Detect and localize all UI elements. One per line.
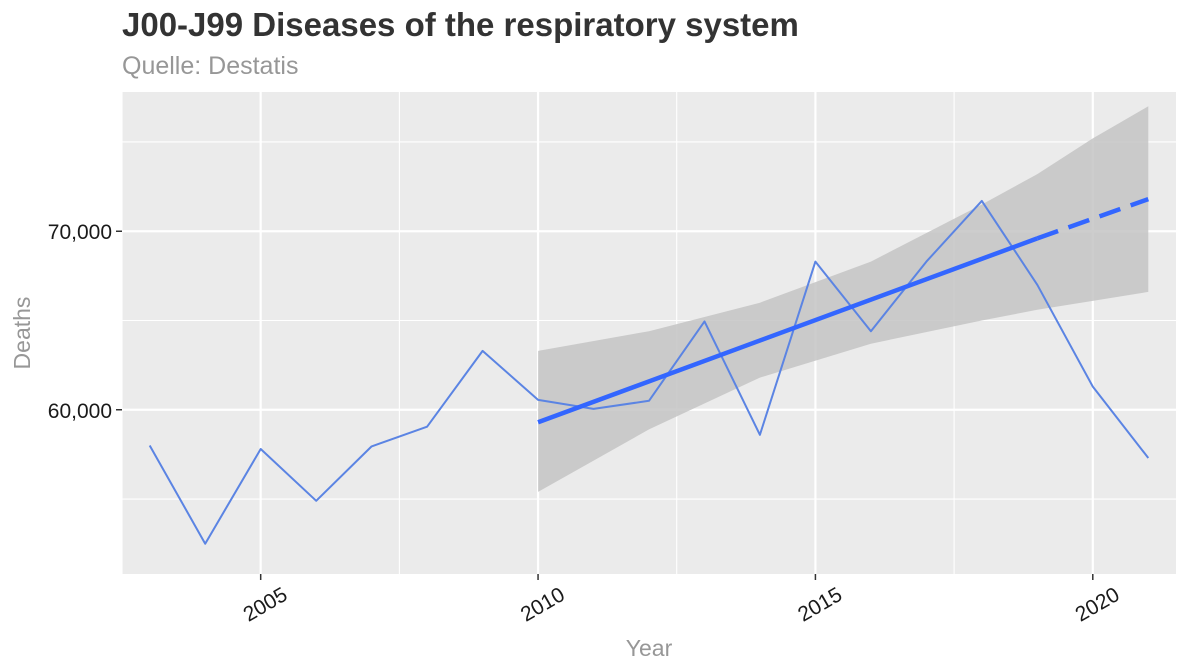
data-point-2019: [1035, 283, 1039, 287]
data-point-2018: [980, 199, 984, 203]
x-axis-title: Year: [626, 635, 673, 661]
data-point-2003: [148, 443, 152, 447]
minor-gridlines: [121, 92, 1176, 574]
data-point-2014: [758, 433, 762, 437]
data-point-2016: [869, 329, 873, 333]
data-point-2006: [314, 499, 318, 503]
y-tick-label: 70,000: [48, 221, 112, 244]
y-tick-label: 60,000: [48, 400, 112, 423]
x-tick-label: 2015: [794, 583, 846, 626]
confidence-band: [538, 106, 1149, 492]
data-point-2013: [702, 319, 706, 323]
data-point-2015: [813, 260, 817, 264]
series-line-deaths: [148, 199, 1150, 545]
y-axis-title: Deaths: [9, 297, 35, 370]
data-point-2017: [924, 260, 928, 264]
chart-title: J00-J99 Diseases of the respiratory syst…: [122, 6, 799, 43]
chart-subtitle: Quelle: Destatis: [122, 52, 299, 80]
data-point-2010: [536, 398, 540, 402]
data-point-2008: [425, 425, 429, 429]
y-axis-ticks: 60,000 70,000: [48, 221, 122, 423]
data-point-2012: [647, 399, 651, 403]
x-axis-ticks: 2005 2010 2015 2020: [239, 574, 1124, 626]
x-tick-label: 2005: [239, 583, 291, 626]
data-point-2011: [592, 407, 596, 411]
x-tick-label: 2020: [1072, 583, 1124, 626]
data-point-2005: [259, 447, 263, 451]
trend-line: [537, 236, 1039, 425]
data-point-2007: [370, 444, 374, 448]
data-point-2004: [203, 542, 207, 546]
data-point-2021: [1146, 456, 1150, 460]
x-tick-label: 2010: [517, 583, 569, 626]
trend-line-extrapolated: [1036, 196, 1150, 241]
data-point-2009: [481, 349, 485, 353]
data-point-2020: [1091, 385, 1095, 389]
